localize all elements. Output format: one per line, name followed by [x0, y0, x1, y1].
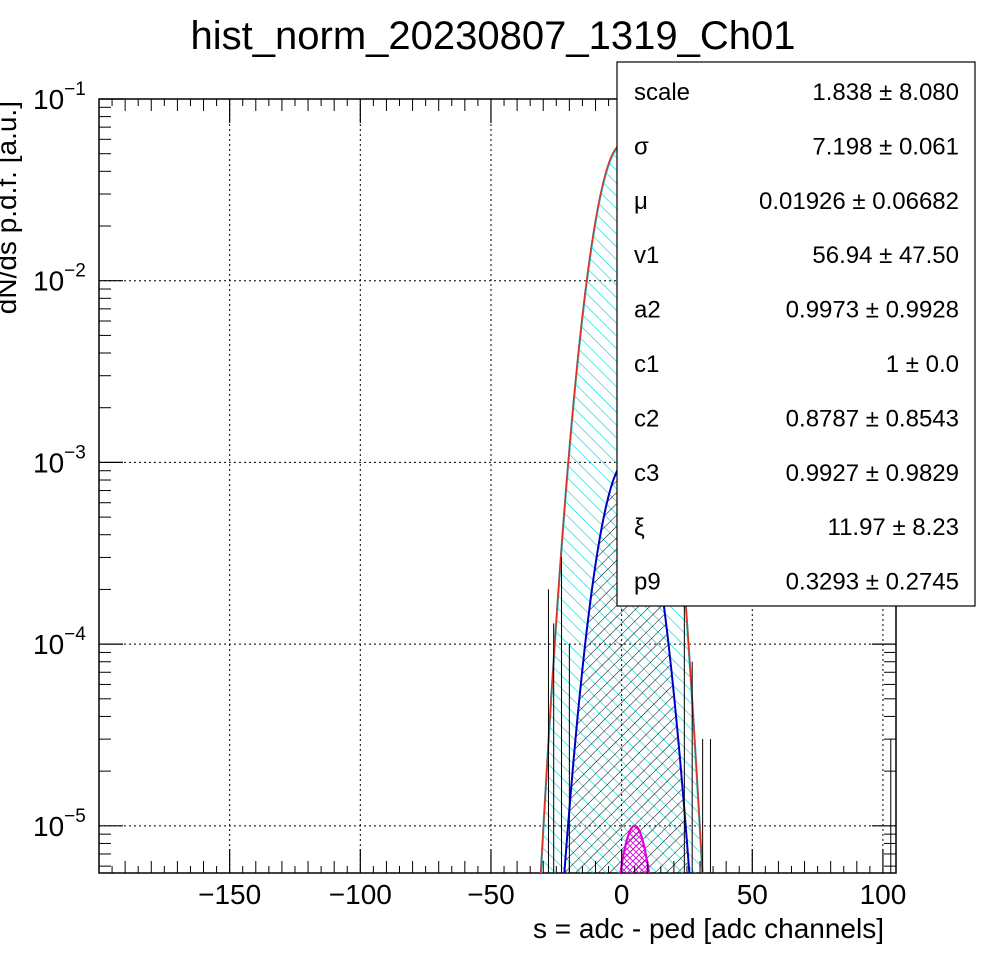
y-tick-labels: 10−1 10−2 10−3 10−4 10−5 [33, 79, 86, 842]
x-tick-label: −150 [198, 879, 261, 910]
x-tick-label: −50 [467, 879, 515, 910]
stats-param-value: 0.01926 ± 0.06682 [759, 188, 959, 215]
stats-param-name: μ [634, 188, 648, 215]
y-tick-label: 10−5 [33, 806, 86, 842]
y-tick-label: 10−4 [33, 624, 86, 660]
y-tick-label: 10−1 [33, 79, 86, 115]
y-axis-label: dN/ds p.d.f. [a.u.] [0, 101, 22, 314]
y-tick-label: 10−3 [33, 442, 86, 478]
stats-param-value: 0.9973 ± 0.9928 [786, 297, 959, 324]
x-axis-label: s = adc - ped [adc channels] [533, 913, 884, 944]
series-curve-3 [619, 824, 651, 873]
stats-param-value: 1 ± 0.0 [886, 351, 959, 378]
stats-param-value: 11.97 ± 8.23 [828, 514, 960, 541]
stats-param-name: scale [634, 79, 690, 106]
stats-param-name: σ [634, 133, 649, 160]
stats-param-value: 0.8787 ± 0.8543 [786, 405, 959, 432]
stats-param-value: 0.9927 ± 0.9829 [786, 460, 959, 487]
y-tick-label: 10−2 [33, 261, 86, 297]
stats-param-value: 1.838 ± 8.080 [812, 79, 959, 106]
x-tick-labels: −150 −100 −50 0 50 100 [198, 879, 906, 910]
stats-box: scale 1.838 ± 8.080 σ 7.198 ± 0.061 μ 0.01926… [616, 61, 976, 607]
histogram-spikes [547, 557, 892, 873]
stats-param-name: c1 [634, 351, 659, 378]
stats-param-value: 56.94 ± 47.50 [812, 242, 959, 269]
stats-param-value: 7.198 ± 0.061 [812, 133, 959, 160]
chart-title: hist_norm_20230807_1319_Ch01 [191, 14, 796, 58]
x-tick-label: 0 [614, 879, 630, 910]
stats-param-name: c2 [634, 405, 659, 432]
x-tick-label: 100 [860, 879, 907, 910]
stats-param-value: 0.3293 ± 0.2745 [786, 569, 959, 596]
stats-param-name: c3 [634, 460, 659, 487]
stats-param-name: a2 [634, 297, 661, 324]
stats-param-name: ξ [634, 514, 645, 541]
x-tick-label: 50 [737, 879, 768, 910]
stats-param-name: p9 [634, 569, 661, 596]
stats-param-name: v1 [634, 242, 659, 269]
stats-box-frame [616, 61, 976, 607]
x-tick-label: −100 [329, 879, 392, 910]
